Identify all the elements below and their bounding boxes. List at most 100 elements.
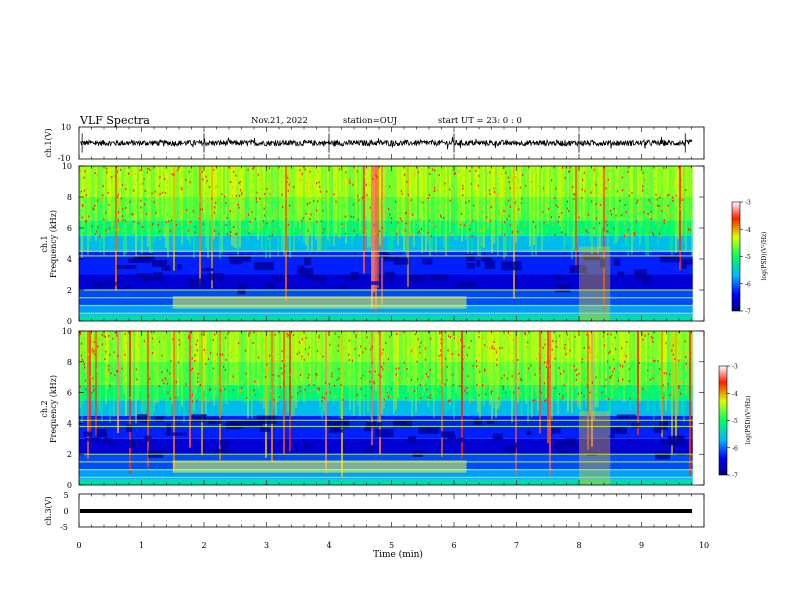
- spectrogram-speck: [121, 183, 123, 186]
- spectrogram-speck: [591, 381, 593, 384]
- spectrogram-speck: [410, 350, 412, 353]
- spectrogram-column: [537, 166, 539, 237]
- spectrogram-column: [439, 331, 441, 381]
- spectrogram-speck: [375, 358, 377, 361]
- spectrogram-speck: [463, 345, 465, 348]
- spectrogram-speck: [490, 219, 492, 222]
- spectrogram-speck: [151, 337, 154, 340]
- spectrogram-speck: [403, 173, 406, 176]
- spectrogram-speck: [239, 184, 241, 187]
- spectrogram-speck: [352, 170, 354, 173]
- spectrogram-speck: [450, 234, 452, 237]
- spectrogram-low: [126, 424, 133, 433]
- spectrogram-speck: [246, 397, 248, 399]
- spectrogram-speck: [578, 373, 580, 375]
- spectrogram-speck: [348, 181, 350, 183]
- spectrogram-speck: [395, 186, 397, 189]
- spectrogram-speck: [518, 372, 520, 375]
- spectrogram-speck: [437, 189, 439, 192]
- spectrogram-speck: [166, 369, 169, 372]
- spectrogram-column: [217, 166, 219, 219]
- spectrogram-speck: [397, 221, 399, 224]
- spectrogram-speck: [198, 195, 201, 198]
- spectrogram-speck: [469, 170, 471, 172]
- spectrogram-column: [179, 166, 181, 223]
- spectrogram-speck: [205, 181, 207, 184]
- spectrogram-speck: [613, 358, 615, 361]
- spectrogram-speck: [186, 208, 188, 211]
- spectrogram-column: [587, 331, 589, 450]
- spectrogram-speck: [308, 346, 310, 349]
- ch2-spec-ylabel-2: Frequency (kHz): [49, 375, 58, 443]
- spectrogram-speck: [303, 184, 305, 187]
- spectrogram-column: [251, 166, 253, 231]
- spectrogram-speck: [231, 349, 233, 352]
- spectrogram-column: [119, 166, 121, 222]
- spectrogram-speck: [475, 360, 478, 363]
- spectrogram-speck: [91, 348, 93, 351]
- spectrogram-column: [207, 166, 209, 258]
- spectrogram-column: [421, 166, 423, 254]
- spectrogram-speck: [379, 230, 381, 233]
- spectrogram-column: [283, 331, 285, 455]
- spectrogram-column: [643, 166, 645, 221]
- spectrogram-speck: [159, 230, 161, 233]
- spectrogram-speck: [667, 194, 669, 197]
- spectrogram-column: [423, 166, 425, 218]
- spectrogram-speck: [625, 234, 628, 237]
- spectrogram-speck: [221, 201, 223, 204]
- spectrogram-speck: [574, 193, 576, 196]
- spectrogram-speck: [192, 369, 194, 372]
- spectrogram-speck: [304, 388, 306, 391]
- spectrogram-speck: [105, 352, 107, 355]
- spectrogram-speck: [82, 360, 84, 363]
- spectrogram-speck: [541, 199, 543, 202]
- spectrogram-column: [133, 166, 135, 234]
- spectrogram-speck: [586, 386, 588, 389]
- spectrogram-speck: [591, 200, 593, 203]
- spectrogram-speck: [585, 229, 587, 232]
- spectrogram-column: [163, 166, 165, 238]
- spectrogram-column: [431, 166, 433, 253]
- spectrogram-speck: [191, 394, 193, 397]
- spectrogram-speck: [470, 182, 472, 185]
- spectrogram-speck: [511, 202, 513, 205]
- spectrogram-column: [267, 166, 269, 240]
- spectrogram-speck: [187, 229, 190, 232]
- spectrogram-speck: [385, 213, 387, 216]
- spectrogram-speck: [674, 200, 676, 203]
- spectrogram-speck: [412, 370, 414, 373]
- spectrogram-speck: [434, 169, 436, 172]
- spectrogram-column: [303, 166, 305, 243]
- spectrogram-speck: [587, 338, 589, 341]
- spectrogram-low: [153, 272, 163, 281]
- spectrogram-speck: [344, 210, 346, 213]
- spectrogram-speck: [684, 195, 686, 198]
- spectrogram-column: [333, 331, 335, 405]
- spectrogram-speck: [285, 217, 287, 220]
- spectrogram-speck: [93, 381, 95, 384]
- spectrogram-low: [412, 449, 424, 457]
- spectrogram-speck: [459, 385, 461, 388]
- spectrogram-speck: [530, 180, 532, 183]
- spectrogram-speck: [652, 337, 654, 340]
- spectrogram-column: [661, 331, 663, 438]
- spectrogram-speck: [664, 398, 666, 400]
- spectrogram-column: [551, 166, 553, 224]
- spectrogram-column: [645, 331, 647, 388]
- spectrogram-speck: [602, 228, 604, 231]
- spectrogram-column: [521, 166, 523, 224]
- spectrogram-speck: [116, 364, 118, 367]
- spectrogram-column: [393, 331, 395, 414]
- spectrogram-speck: [386, 392, 388, 395]
- spectrogram-column: [327, 331, 329, 402]
- spectrogram-speck: [255, 197, 257, 200]
- spectrogram-speck: [502, 211, 504, 214]
- spectrogram-speck: [467, 375, 469, 378]
- colorbar-tick-label: -6: [745, 281, 751, 288]
- spectrogram-speck: [521, 197, 523, 200]
- spectrogram-speck: [595, 376, 597, 379]
- spectrogram-speck: [508, 181, 510, 184]
- spectrogram-speck: [485, 393, 487, 396]
- spectrogram-low: [350, 272, 359, 279]
